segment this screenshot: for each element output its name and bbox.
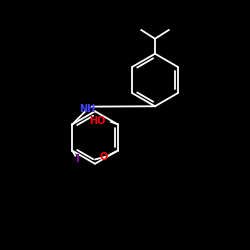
Text: HO: HO (89, 116, 105, 126)
Text: O: O (100, 152, 108, 162)
Text: NH: NH (79, 104, 96, 114)
Text: I: I (76, 154, 80, 164)
